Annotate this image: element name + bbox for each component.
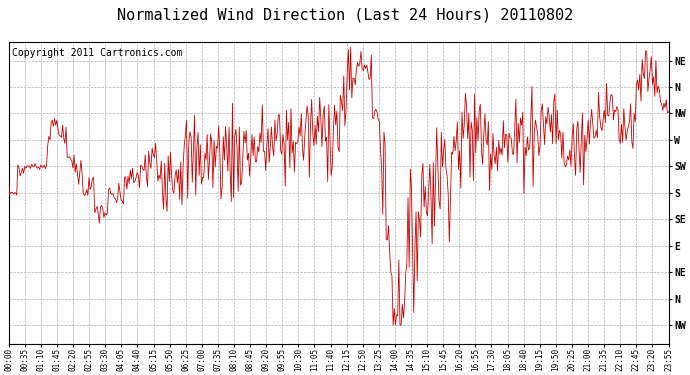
Text: Copyright 2011 Cartronics.com: Copyright 2011 Cartronics.com — [12, 48, 182, 58]
Text: Normalized Wind Direction (Last 24 Hours) 20110802: Normalized Wind Direction (Last 24 Hours… — [117, 8, 573, 22]
